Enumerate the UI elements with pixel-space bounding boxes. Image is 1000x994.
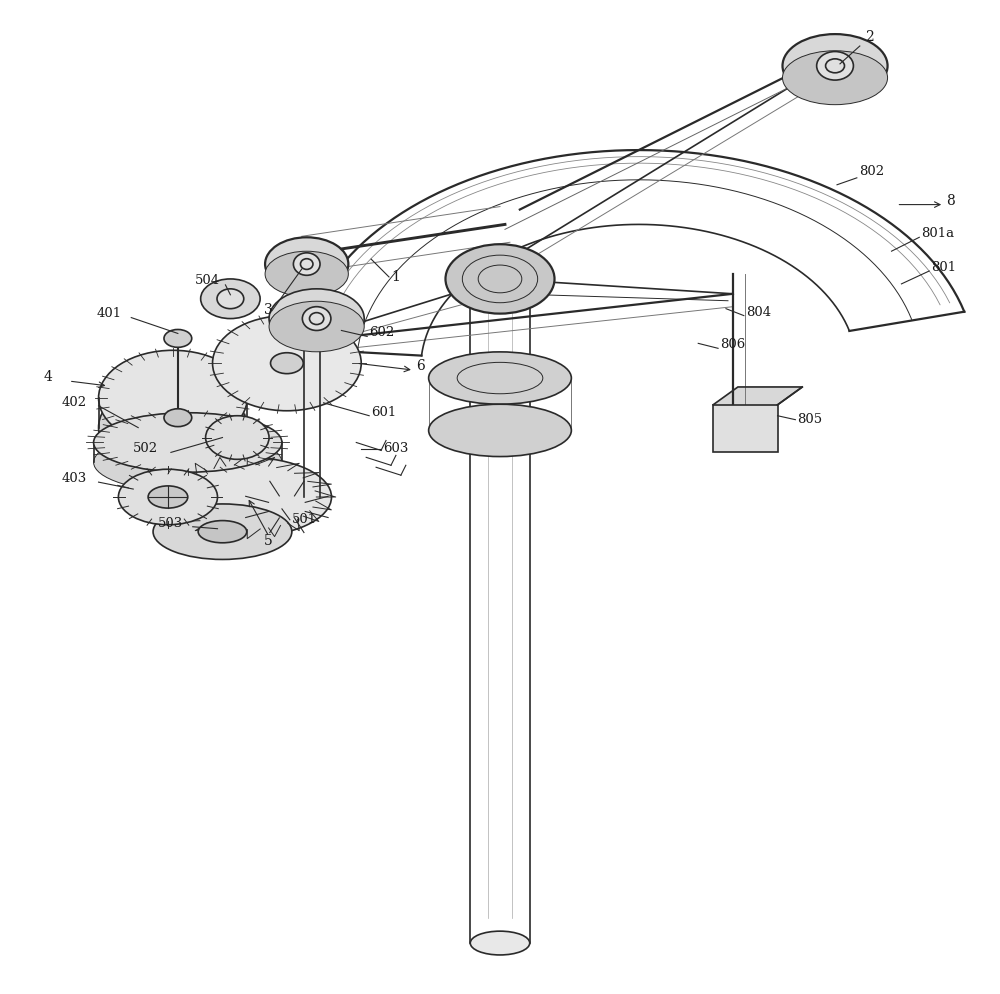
Ellipse shape [429,405,571,456]
Ellipse shape [94,432,282,492]
Ellipse shape [782,34,888,97]
Text: 801a: 801a [921,228,954,241]
Ellipse shape [118,469,218,525]
Ellipse shape [148,486,188,508]
Text: 5: 5 [264,534,273,548]
Ellipse shape [94,413,282,472]
Text: 806: 806 [720,338,745,351]
Bar [713,405,778,452]
Ellipse shape [302,307,331,330]
Text: 1: 1 [391,270,400,284]
Ellipse shape [99,380,247,475]
Ellipse shape [99,350,247,445]
Text: 805: 805 [797,413,822,425]
Ellipse shape [817,52,853,81]
Text: 804: 804 [746,305,771,319]
Text: 501: 501 [292,513,317,526]
Ellipse shape [265,251,348,297]
Ellipse shape [429,352,571,405]
Ellipse shape [163,457,331,537]
Text: 601: 601 [371,406,396,418]
Ellipse shape [269,301,364,352]
Text: 603: 603 [383,442,408,455]
Text: 801: 801 [931,261,956,274]
Text: 403: 403 [62,472,87,485]
Ellipse shape [198,521,247,543]
Text: 602: 602 [369,326,394,339]
Text: 8: 8 [946,194,955,208]
Ellipse shape [213,316,361,411]
Polygon shape [713,387,802,405]
Text: 402: 402 [62,396,87,409]
Text: 2: 2 [865,30,874,44]
Text: 3: 3 [264,302,273,317]
Ellipse shape [164,329,192,347]
Ellipse shape [217,289,244,309]
Ellipse shape [269,289,364,348]
Ellipse shape [782,51,888,104]
Text: 4: 4 [44,370,53,384]
Text: 6: 6 [416,359,424,373]
Ellipse shape [271,353,303,374]
Text: 504: 504 [195,274,220,287]
Ellipse shape [201,279,260,319]
Ellipse shape [445,245,555,314]
Text: 401: 401 [97,306,122,320]
Text: 802: 802 [859,165,884,178]
Ellipse shape [293,252,320,275]
Ellipse shape [470,931,530,955]
Text: 503: 503 [158,517,183,530]
Ellipse shape [153,504,292,560]
Ellipse shape [164,409,192,426]
Ellipse shape [206,415,269,459]
Ellipse shape [265,238,348,291]
Text: 502: 502 [133,442,158,455]
